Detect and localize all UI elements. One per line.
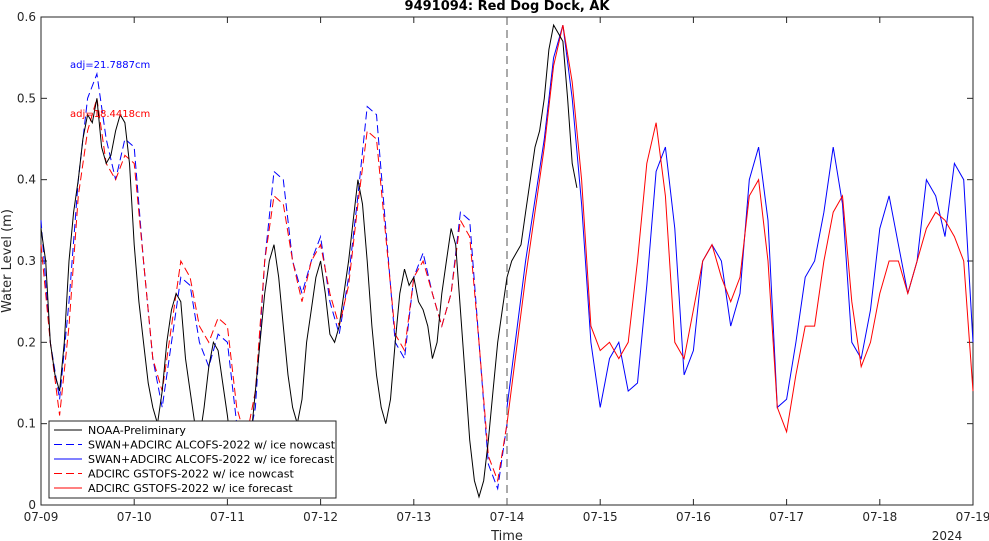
y-tick-label: 0.2 [17, 335, 36, 349]
y-axis: 0 0.1 0.2 0.3 0.4 0.5 0.6 [17, 10, 973, 512]
y-tick-label: 0.5 [17, 91, 36, 105]
x-tick-label: 07-16 [676, 510, 711, 524]
y-tick-label: 0.1 [17, 417, 36, 431]
x-tick-label: 07-10 [117, 510, 152, 524]
x-tick-label: 07-12 [303, 510, 338, 524]
adj-annotation-gstofs: adj=18.4418cm [70, 109, 150, 120]
x-tick-label: 07-18 [862, 510, 897, 524]
legend-label: ADCIRC GSTOFS-2022 w/ ice forecast [88, 482, 293, 495]
x-tick-label: 07-15 [583, 510, 618, 524]
y-tick-label: 0 [28, 498, 36, 512]
legend-box [48, 420, 337, 499]
legend-label: NOAA-Preliminary [88, 424, 186, 437]
legend-label: SWAN+ADCIRC ALCOFS-2022 w/ ice forecast [88, 453, 335, 466]
legend-label: SWAN+ADCIRC ALCOFS-2022 w/ ice nowcast [88, 439, 336, 452]
x-tick-label: 07-13 [396, 510, 431, 524]
year-label: 2024 [932, 529, 963, 541]
y-tick-label: 0.3 [17, 254, 36, 268]
x-tick-label: 07-11 [210, 510, 245, 524]
x-tick-label: 07-14 [490, 510, 525, 524]
adj-annotation-alcofs: adj=21.7887cm [70, 60, 150, 71]
x-axis-label: Time [490, 529, 523, 541]
chart-title: 9491094: Red Dog Dock, AK [405, 0, 611, 14]
series-line-3 [40, 98, 508, 483]
y-tick-label: 0.6 [17, 10, 36, 24]
x-tick-label: 07-17 [769, 510, 804, 524]
x-axis: 07-09 07-10 07-11 07-12 07-13 07-14 07-15 07-16… [24, 17, 989, 524]
series-layer [40, 23, 974, 499]
legend: NOAA-Preliminary SWAN+ADCIRC ALCOFS-2022 … [48, 420, 337, 499]
series-line-1 [40, 71, 508, 491]
y-tick-label: 0.4 [17, 173, 36, 187]
x-tick-label: 07-19 [956, 510, 989, 524]
series-line-0 [40, 23, 578, 499]
x-tick-label: 07-09 [24, 510, 59, 524]
legend-label: ADCIRC GSTOFS-2022 w/ ice nowcast [88, 468, 294, 481]
y-axis-label: Water Level (m) [0, 209, 15, 313]
series-line-4 [506, 24, 974, 434]
